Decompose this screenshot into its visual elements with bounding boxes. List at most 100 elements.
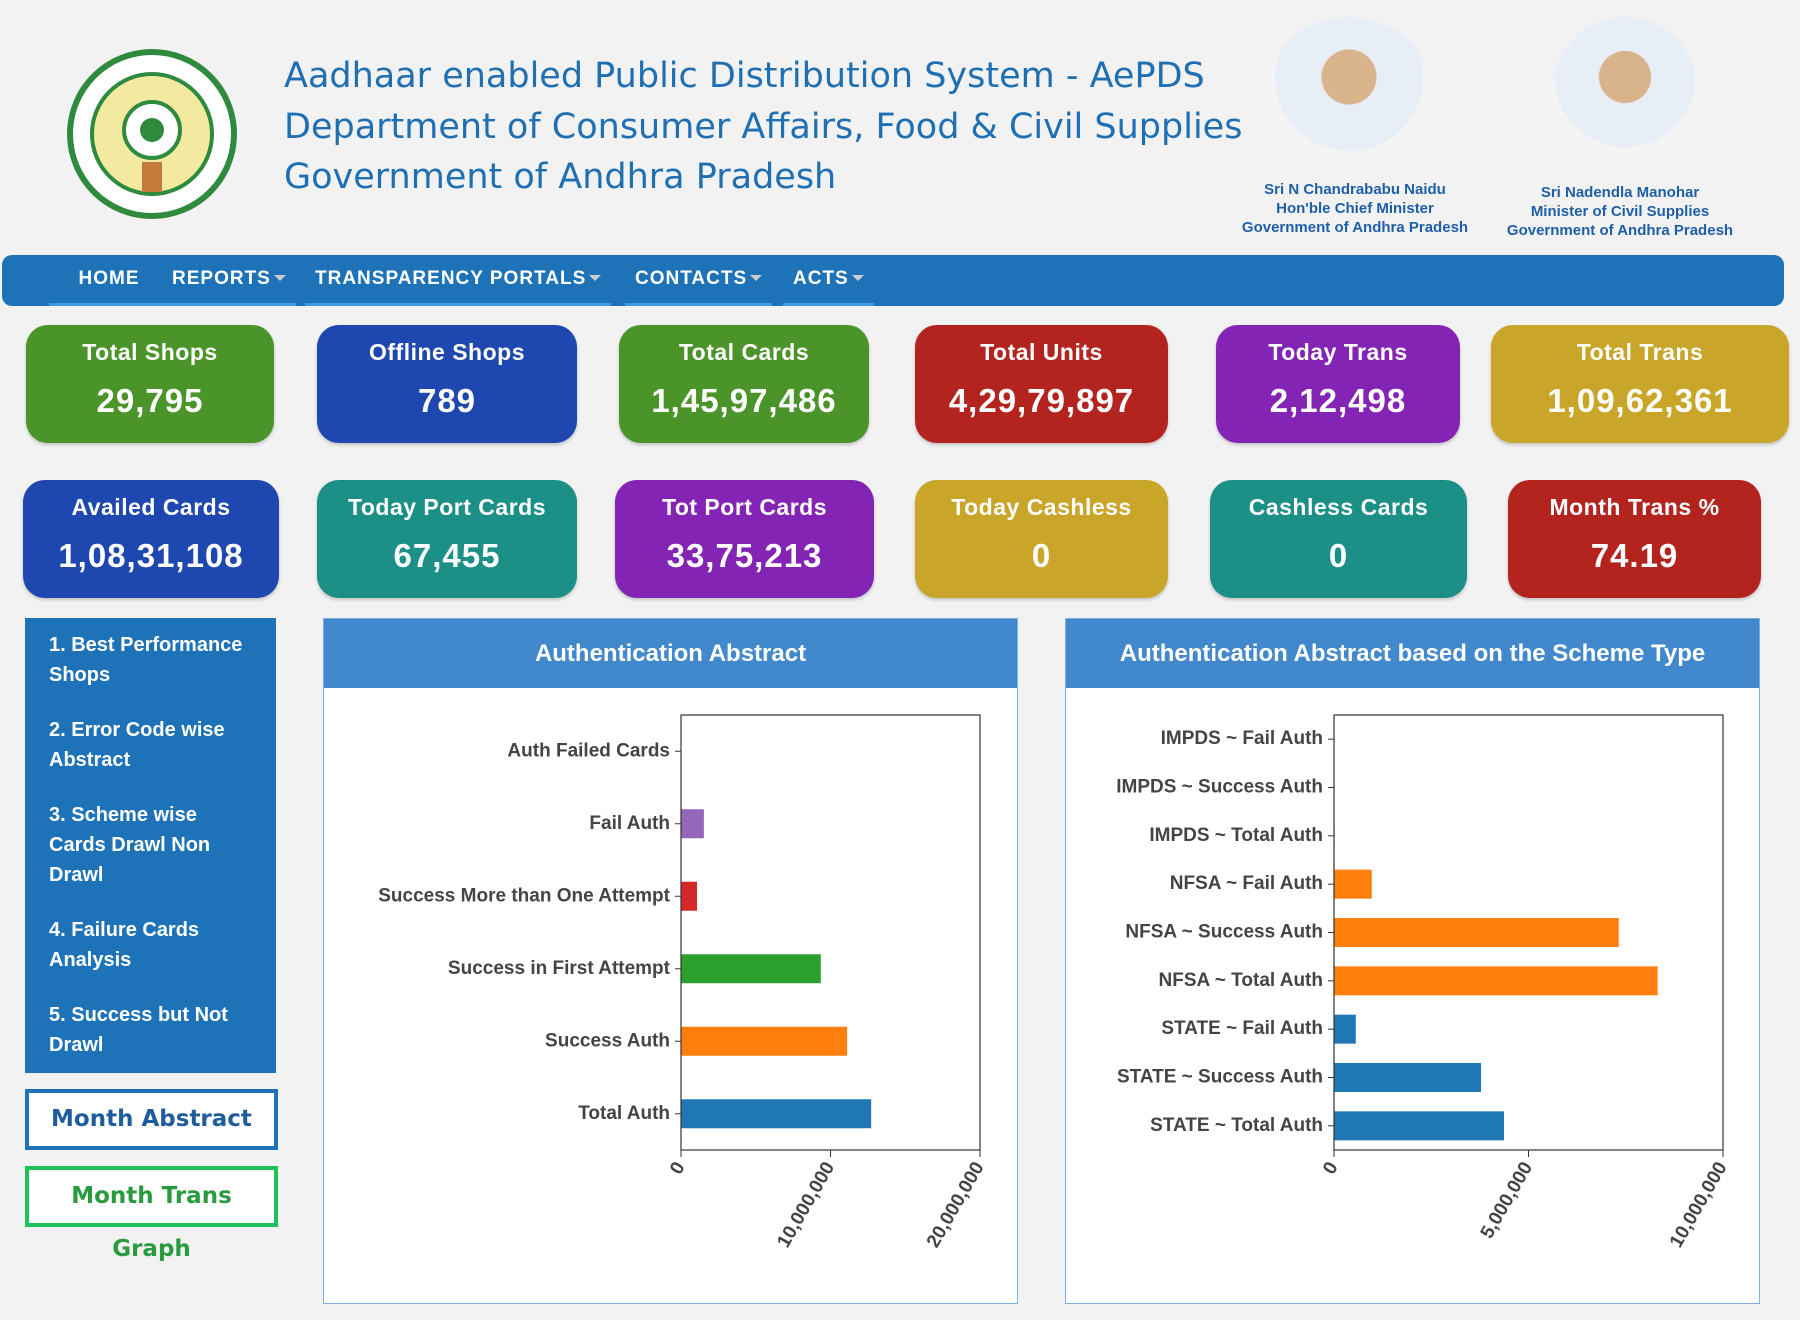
tile-value: 67,455: [393, 537, 501, 574]
tile-label: Total Cards: [678, 339, 810, 365]
y-tick-label: Fail Auth: [589, 813, 670, 834]
tile-label: Today Trans: [1268, 339, 1408, 365]
official-photo: [1552, 17, 1698, 167]
official-role: Minister of Civil Supplies: [1530, 203, 1710, 220]
y-tick-label: IMPDS ~ Total Auth: [1149, 825, 1323, 846]
x-tick-label: 10,000,000: [1666, 1159, 1732, 1252]
chart-panel: IMPDS ~ Fail Auth IMPDS ~ Success Auth IMP…: [1065, 618, 1760, 1304]
tile-label: Today Port Cards: [348, 494, 546, 520]
stat-tile: Today Cashless 0: [915, 480, 1168, 598]
tile-value: 789: [417, 382, 477, 419]
nav-item[interactable]: CONTACTS: [625, 255, 773, 306]
stat-tile: Today Trans 2,12,498: [1216, 325, 1460, 443]
bar: [681, 809, 704, 839]
nav-item[interactable]: HOME: [49, 255, 169, 306]
y-tick-label: IMPDS ~ Fail Auth: [1161, 728, 1323, 749]
stat-tile: Month Trans % 74.19: [1508, 480, 1761, 598]
y-tick-label: Success More than One Attempt: [378, 885, 670, 906]
nav-item[interactable]: ACTS: [783, 255, 874, 306]
site-title: Government of Andhra Pradesh: [284, 157, 837, 197]
chart-title: Authentication Abstract: [324, 619, 1017, 688]
site-title: Department of Consumer Affairs, Food & C…: [284, 107, 1243, 147]
bar: [1334, 869, 1372, 899]
tile-label: Availed Cards: [71, 494, 231, 520]
bar: [681, 954, 821, 984]
bar: [1334, 1014, 1356, 1044]
tile-label: Total Shops: [82, 339, 218, 365]
tile-value: 33,75,213: [666, 537, 823, 574]
chart: IMPDS ~ Fail Auth IMPDS ~ Success Auth IMP…: [1116, 714, 1732, 1252]
bar: [681, 1099, 872, 1129]
bar: [681, 1026, 848, 1056]
tile-label: Cashless Cards: [1248, 494, 1429, 520]
chart-title: Authentication Abstract based on the Sch…: [1066, 619, 1759, 688]
stat-tile: Cashless Cards 0: [1210, 480, 1467, 598]
y-tick-label: Success in First Attempt: [448, 958, 671, 979]
stat-tile: Total Shops 29,795: [26, 325, 274, 443]
official-government: Government of Andhra Pradesh: [1241, 219, 1469, 236]
x-tick-label: 0: [1319, 1159, 1342, 1179]
bar: [681, 881, 697, 911]
nav-item[interactable]: TRANSPARENCY PORTALS: [305, 255, 612, 306]
official-government: Government of Andhra Pradesh: [1506, 222, 1734, 239]
y-tick-label: IMPDS ~ Success Auth: [1116, 777, 1323, 798]
stat-tile: Offline Shops 789: [317, 325, 577, 443]
tile-label: Today Cashless: [951, 494, 1132, 520]
x-tick-label: 5,000,000: [1477, 1159, 1537, 1243]
tile-value: 4,29,79,897: [948, 382, 1135, 419]
official-caption: Sri N Chandrababu Naidu Hon'ble Chief Mi…: [1200, 180, 1510, 237]
stat-tile: Availed Cards 1,08,31,108: [23, 480, 279, 598]
y-tick-label: Auth Failed Cards: [507, 740, 670, 761]
stat-tile: Total Trans 1,09,62,361: [1491, 325, 1789, 443]
y-tick-label: STATE ~ Fail Auth: [1161, 1018, 1323, 1039]
tile-value: 0: [1031, 537, 1052, 574]
bar: [1334, 918, 1619, 947]
chart-panel: Auth Failed Cards Fail Auth Success More t…: [323, 618, 1018, 1304]
sidebar-link[interactable]: 4. Failure Cards Analysis: [49, 919, 200, 971]
official-photo: [1266, 17, 1432, 167]
tile-value: 1,08,31,108: [58, 537, 244, 574]
bar: [1334, 1063, 1482, 1092]
y-tick-label: STATE ~ Total Auth: [1150, 1115, 1323, 1136]
sidebar-link[interactable]: 1. Best Performance Shops: [49, 634, 243, 686]
logo: [67, 49, 237, 219]
tile-value: 74.19: [1590, 537, 1679, 574]
nav-bar: HOME REPORTS TRANSPARENCY PORTALS CONTAC…: [2, 255, 1784, 306]
stat-tile: Total Cards 1,45,97,486: [619, 325, 869, 443]
y-tick-label: NFSA ~ Success Auth: [1125, 922, 1323, 943]
official-role: Hon'ble Chief Minister: [1276, 200, 1434, 217]
sidebar-link[interactable]: 3. Scheme wise Cards Drawl Non Drawl: [49, 804, 211, 886]
official-name: Sri N Chandrababu Naidu: [1264, 181, 1446, 198]
stat-tile: Today Port Cards 67,455: [317, 480, 577, 598]
bar: [1334, 966, 1658, 996]
tile-label: Total Units: [980, 339, 1103, 365]
tile-label: Month Trans %: [1549, 494, 1720, 520]
y-tick-label: Total Auth: [578, 1103, 670, 1124]
sidebar: 1. Best Performance Shops 2. Error Code w…: [25, 618, 276, 1073]
plot-frame: [680, 714, 981, 1151]
tile-value: 29,795: [96, 382, 204, 419]
tile-label: Offline Shops: [369, 339, 525, 365]
y-tick-label: NFSA ~ Fail Auth: [1170, 873, 1323, 894]
nav-item[interactable]: REPORTS: [162, 255, 296, 306]
stat-tile: Tot Port Cards 33,75,213: [615, 480, 874, 598]
y-tick-label: NFSA ~ Total Auth: [1159, 970, 1323, 991]
bar: [1334, 1111, 1504, 1141]
tile-label: Tot Port Cards: [661, 494, 828, 520]
x-tick-label: 10,000,000: [773, 1159, 839, 1252]
tile-value: 1,09,62,361: [1547, 382, 1733, 419]
sidebar-link[interactable]: 5. Success but Not Drawl: [49, 1004, 228, 1056]
official-name: Sri Nadendla Manohar: [1540, 184, 1700, 201]
site-title: Aadhaar enabled Public Distribution Syst…: [284, 56, 1205, 96]
month-trans-graph-button[interactable]: Month Trans Graph: [25, 1166, 278, 1262]
y-tick-label: Success Auth: [545, 1030, 670, 1051]
month-abstract-button[interactable]: Month Abstract: [25, 1089, 278, 1150]
sidebar-link[interactable]: 2. Error Code wise Abstract: [49, 719, 225, 771]
tile-value: 1,45,97,486: [651, 382, 837, 419]
y-tick-label: STATE ~ Success Auth: [1117, 1067, 1323, 1088]
x-tick-label: 20,000,000: [923, 1159, 989, 1252]
chart: Auth Failed Cards Fail Auth Success More t…: [378, 714, 989, 1252]
official-caption: Sri Nadendla Manohar Minister of Civil S…: [1465, 183, 1775, 240]
tile-label: Total Trans: [1576, 339, 1704, 365]
